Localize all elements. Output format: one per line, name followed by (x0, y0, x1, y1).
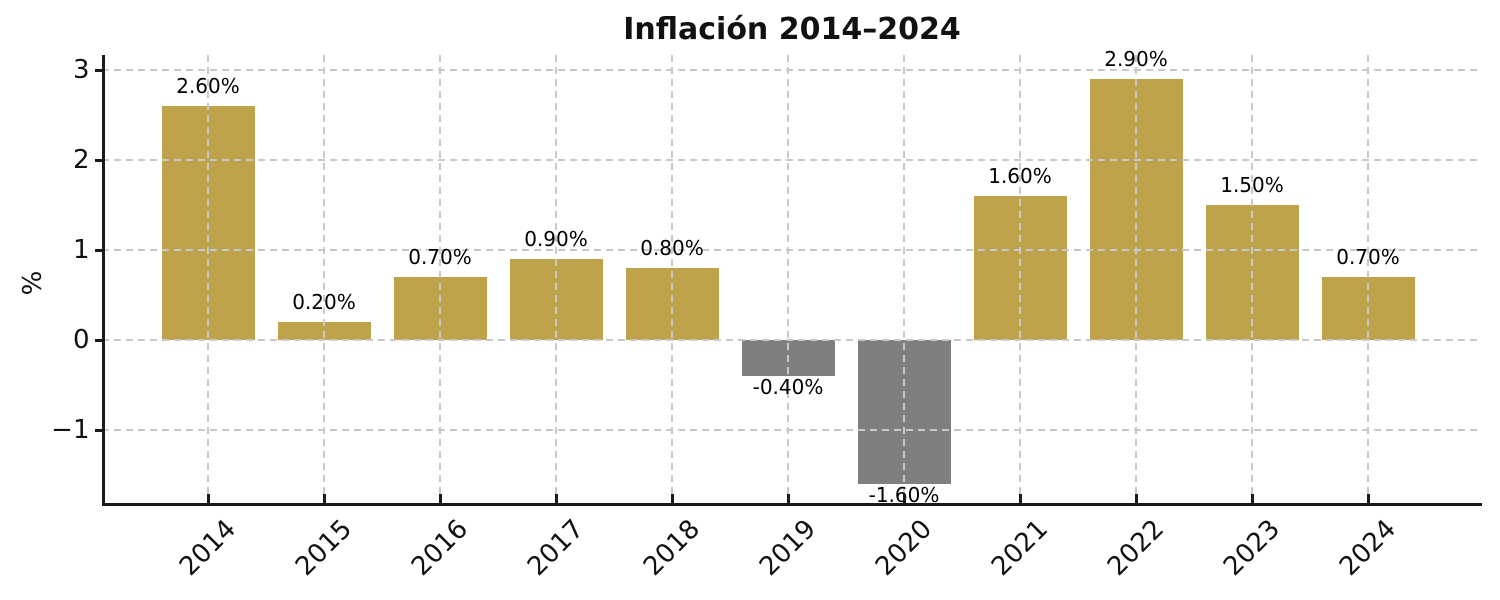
x-axis-spine (101, 503, 1482, 506)
bar-value-label-2024: 0.70% (1336, 245, 1400, 269)
x-tick-mark (1018, 494, 1022, 503)
bar-value-label-2018: 0.80% (640, 236, 704, 260)
gridline-vertical (671, 55, 673, 506)
bar-value-label-2015: 0.20% (292, 290, 356, 314)
gridline-horizontal (101, 429, 1482, 431)
x-tick-label-2021: 2021 (985, 513, 1055, 583)
x-tick-mark (554, 494, 558, 503)
bar-value-label-2019: -0.40% (752, 375, 824, 399)
gridline-horizontal (101, 69, 1482, 71)
gridline-horizontal (101, 249, 1482, 251)
x-tick-label-2024: 2024 (1333, 513, 1403, 583)
x-tick-mark (1134, 494, 1138, 503)
bar-value-label-2017: 0.90% (524, 227, 588, 251)
x-tick-label-2014: 2014 (173, 513, 243, 583)
gridline-horizontal (101, 159, 1482, 161)
x-tick-mark (1366, 494, 1370, 503)
x-tick-mark (670, 494, 674, 503)
gridline-vertical (787, 55, 789, 506)
gridline-horizontal (101, 339, 1482, 341)
gridline-vertical (555, 55, 557, 506)
x-tick-mark (206, 494, 210, 503)
y-tick-mark (94, 338, 102, 342)
x-tick-mark (1250, 494, 1254, 503)
y-tick-mark (94, 248, 102, 252)
x-tick-label-2016: 2016 (405, 513, 475, 583)
x-tick-label-2019: 2019 (753, 513, 823, 583)
x-tick-label-2017: 2017 (521, 513, 591, 583)
x-tick-mark (786, 494, 790, 503)
x-tick-label-2020: 2020 (869, 513, 939, 583)
y-axis-label: % (18, 270, 48, 296)
gridline-vertical (439, 55, 441, 506)
y-tick-label-3: 3 (72, 55, 90, 85)
x-tick-mark (438, 494, 442, 503)
gridline-vertical (1367, 55, 1369, 506)
gridline-vertical (903, 55, 905, 506)
x-tick-label-2018: 2018 (637, 513, 707, 583)
bar-value-label-2014: 2.60% (176, 74, 240, 98)
y-tick-label-−1: −1 (51, 415, 90, 445)
bar-value-label-2022: 2.90% (1104, 47, 1168, 71)
y-tick-mark (94, 158, 102, 162)
gridline-vertical (323, 55, 325, 506)
plot-area: 2.60%0.20%0.70%0.90%0.80%-0.40%-1.60%1.6… (51, 47, 1482, 582)
gridline-vertical (207, 55, 209, 506)
bar-value-label-2016: 0.70% (408, 245, 472, 269)
y-tick-label-0: 0 (72, 325, 90, 355)
y-axis-spine (101, 55, 105, 506)
gridline-vertical (1135, 55, 1137, 506)
y-tick-label-2: 2 (72, 145, 90, 175)
x-tick-mark (322, 494, 326, 503)
y-tick-mark (94, 428, 102, 432)
chart-title: Inflación 2014–2024 (623, 12, 961, 47)
x-tick-label-2023: 2023 (1217, 513, 1287, 583)
gridline-vertical (1019, 55, 1021, 506)
bar-value-label-2023: 1.50% (1220, 173, 1284, 197)
x-tick-label-2022: 2022 (1101, 513, 1171, 583)
y-tick-mark (94, 68, 102, 72)
y-tick-label-1: 1 (72, 235, 90, 265)
x-tick-label-2015: 2015 (289, 513, 359, 583)
gridline-vertical (1251, 55, 1253, 506)
bar-value-label-2021: 1.60% (988, 164, 1052, 188)
x-tick-mark (902, 494, 906, 503)
